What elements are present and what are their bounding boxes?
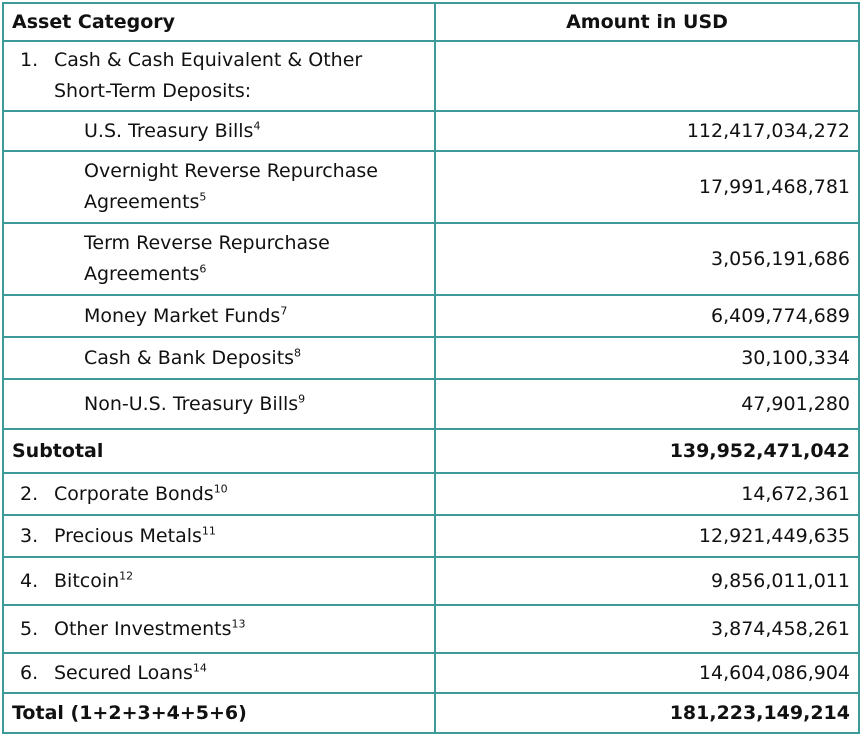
total-row: Total (1+2+3+4+5+6) 181,223,149,214: [2, 692, 860, 734]
subtotal-row: Subtotal 139,952,471,042: [2, 428, 860, 474]
table-row: Overnight Reverse Repurchase Agreements5 …: [2, 150, 860, 224]
table-row: Money Market Funds7 6,409,774,689: [2, 294, 860, 338]
table-row: Non-U.S. Treasury Bills9 47,901,280: [2, 378, 860, 430]
table-row: Cash & Bank Deposits8 30,100,334: [2, 336, 860, 380]
header-amount: Amount in USD: [434, 2, 860, 42]
table-row: 6. Secured Loans14 14,604,086,904: [2, 652, 860, 694]
table-row: Term Reverse Repurchase Agreements6 3,056…: [2, 222, 860, 296]
table-row: 3. Precious Metals11 12,921,449,635: [2, 514, 860, 558]
header-category: Asset Category: [2, 2, 436, 42]
table-row: 2. Corporate Bonds10 14,672,361: [2, 472, 860, 516]
table-row: U.S. Treasury Bills4 112,417,034,272: [2, 110, 860, 152]
table-header: Asset Category Amount in USD: [2, 2, 860, 42]
table-row: 1. Cash & Cash Equivalent & Other Short-Te…: [2, 40, 860, 112]
table-row: 4. Bitcoin12 9,856,011,011: [2, 556, 860, 606]
table-row: 5. Other Investments13 3,874,458,261: [2, 604, 860, 654]
